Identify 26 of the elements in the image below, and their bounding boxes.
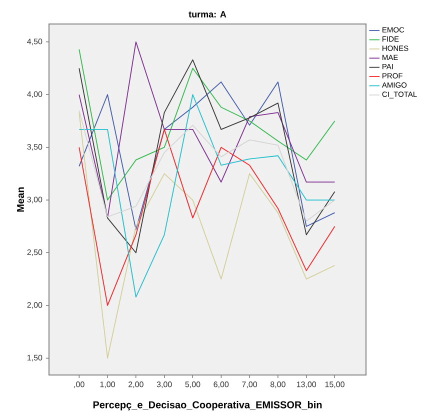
x-tick-label: 6,00 bbox=[214, 382, 229, 388]
line-series bbox=[78, 82, 336, 230]
x-tick-label: 15,00 bbox=[325, 382, 344, 388]
x-tick-label: 2,00 bbox=[128, 382, 144, 388]
x-tick-label: 7,00 bbox=[242, 382, 258, 388]
x-tick-label: 5,00 bbox=[185, 382, 200, 388]
x-tick-label: 13,00 bbox=[296, 382, 316, 388]
y-tick-label: 4,00 bbox=[27, 91, 42, 98]
y-tick-label: 3,50 bbox=[27, 144, 42, 151]
y-tick-label: 2,00 bbox=[27, 302, 42, 309]
x-axis-title: Percepç_e_Decisao_Cooperativa_EMISSOR_bin bbox=[93, 401, 322, 410]
y-tick-label: 4,50 bbox=[27, 38, 42, 46]
line-series bbox=[78, 59, 336, 254]
line-series bbox=[78, 110, 336, 222]
y-tick-label: 1,50 bbox=[28, 354, 42, 362]
line-series bbox=[78, 94, 336, 298]
x-tick-label: 3,00 bbox=[156, 382, 172, 388]
line-series bbox=[78, 128, 336, 306]
x-tick-label: 1,00 bbox=[100, 382, 115, 388]
y-tick-label: 2,50 bbox=[27, 249, 42, 256]
y-tick-label: 3,00 bbox=[27, 196, 42, 204]
line-series bbox=[78, 112, 336, 359]
chart-title: turma: A bbox=[188, 11, 226, 18]
x-tick-label: 8,00 bbox=[270, 382, 286, 388]
x-tick-label: ,00 bbox=[74, 382, 84, 388]
y-axis-title: Mean bbox=[17, 187, 24, 212]
